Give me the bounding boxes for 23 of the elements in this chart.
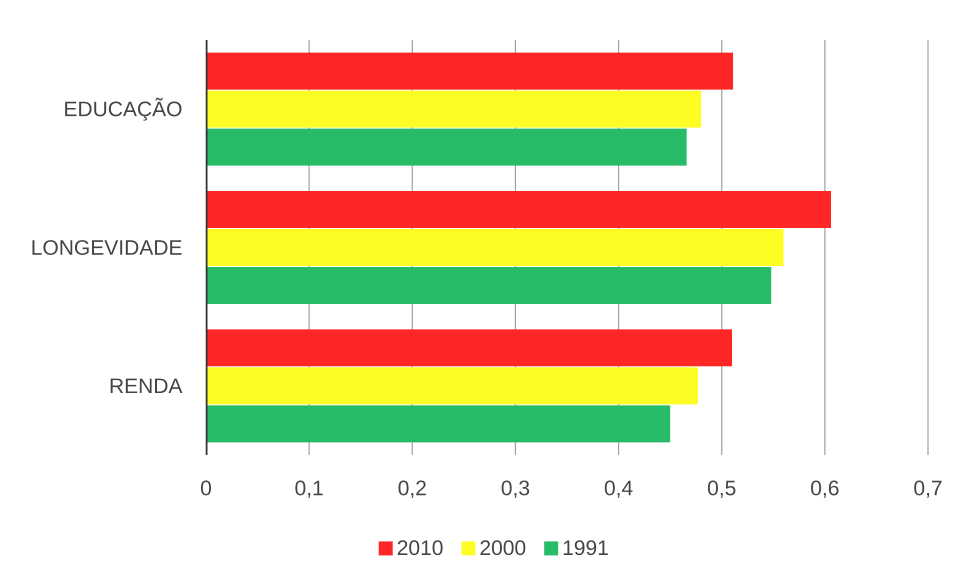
x-tick-label: 0,1 bbox=[295, 480, 323, 498]
legend-label: 1991 bbox=[564, 540, 608, 556]
y-tick-label: LONGEVIDADE bbox=[32, 240, 182, 255]
bar bbox=[206, 229, 784, 266]
y-tick-label: EDUCAÇÃO bbox=[65, 98, 182, 121]
x-tick-label: 0,4 bbox=[604, 480, 633, 498]
bar bbox=[206, 367, 698, 404]
bar bbox=[206, 128, 687, 166]
bar bbox=[206, 90, 702, 128]
bar bbox=[206, 267, 772, 304]
bar bbox=[206, 329, 732, 366]
bar bbox=[206, 191, 832, 228]
legend-label: 2010 bbox=[398, 540, 443, 556]
bar bbox=[206, 52, 734, 90]
x-tick-label: 0,5 bbox=[708, 480, 736, 498]
x-tick-label: 0,2 bbox=[398, 480, 426, 498]
x-tick-label: 0,7 bbox=[914, 480, 942, 498]
x-tick-label: 0 bbox=[200, 480, 212, 496]
x-tick-label: 0,6 bbox=[811, 480, 839, 498]
legend-label: 2000 bbox=[480, 540, 526, 556]
y-tick-label: RENDA bbox=[110, 378, 182, 394]
bar bbox=[206, 405, 670, 442]
x-tick-label: 0,3 bbox=[502, 480, 530, 498]
